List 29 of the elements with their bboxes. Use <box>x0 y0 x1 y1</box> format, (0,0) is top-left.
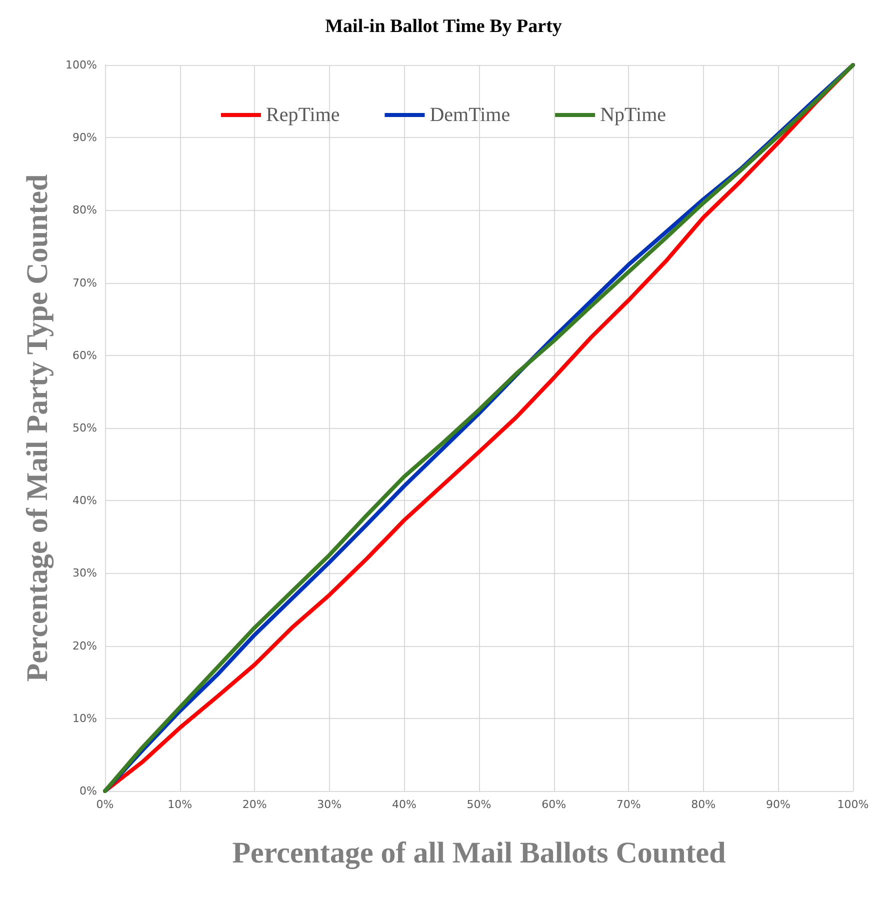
x-tick-label: 80% <box>691 798 716 811</box>
y-tick-label: 10% <box>72 712 97 725</box>
x-tick-label: 0% <box>96 798 114 811</box>
y-tick-label: 60% <box>72 348 97 362</box>
x-tick-label: 10% <box>168 798 192 811</box>
x-tick-label: 30% <box>317 798 342 811</box>
y-tick-label: 40% <box>72 494 97 508</box>
line-series <box>103 63 855 793</box>
y-tick-label: 0% <box>80 784 97 798</box>
legend-label: RepTime <box>266 104 340 126</box>
y-tick-label: 20% <box>72 639 97 652</box>
x-tick-label: 50% <box>466 798 492 811</box>
y-tick-label: 70% <box>72 276 97 290</box>
x-tick-label: 60% <box>542 798 566 811</box>
x-tick-label: 100% <box>837 798 869 811</box>
y-tick-label: 50% <box>72 422 97 434</box>
y-tick-label: 30% <box>72 566 97 580</box>
x-tick-label: 90% <box>766 798 790 811</box>
x-tick-label: 40% <box>392 798 416 811</box>
y-tick-label: 100% <box>66 58 97 72</box>
y-axis-title: Percentage of Mail Party Type Counted <box>21 174 54 682</box>
legend-label: DemTime <box>430 104 510 126</box>
chart-title: Mail-in Ballot Time By Party <box>325 16 562 37</box>
x-tick-label: 70% <box>616 798 641 811</box>
x-tick-label: 20% <box>242 798 267 811</box>
y-tick-label: 80% <box>72 204 97 217</box>
legend-label: NpTime <box>600 104 666 126</box>
y-tick-label: 90% <box>72 131 97 144</box>
x-axis-title: Percentage of all Mail Ballots Counted <box>232 836 726 870</box>
